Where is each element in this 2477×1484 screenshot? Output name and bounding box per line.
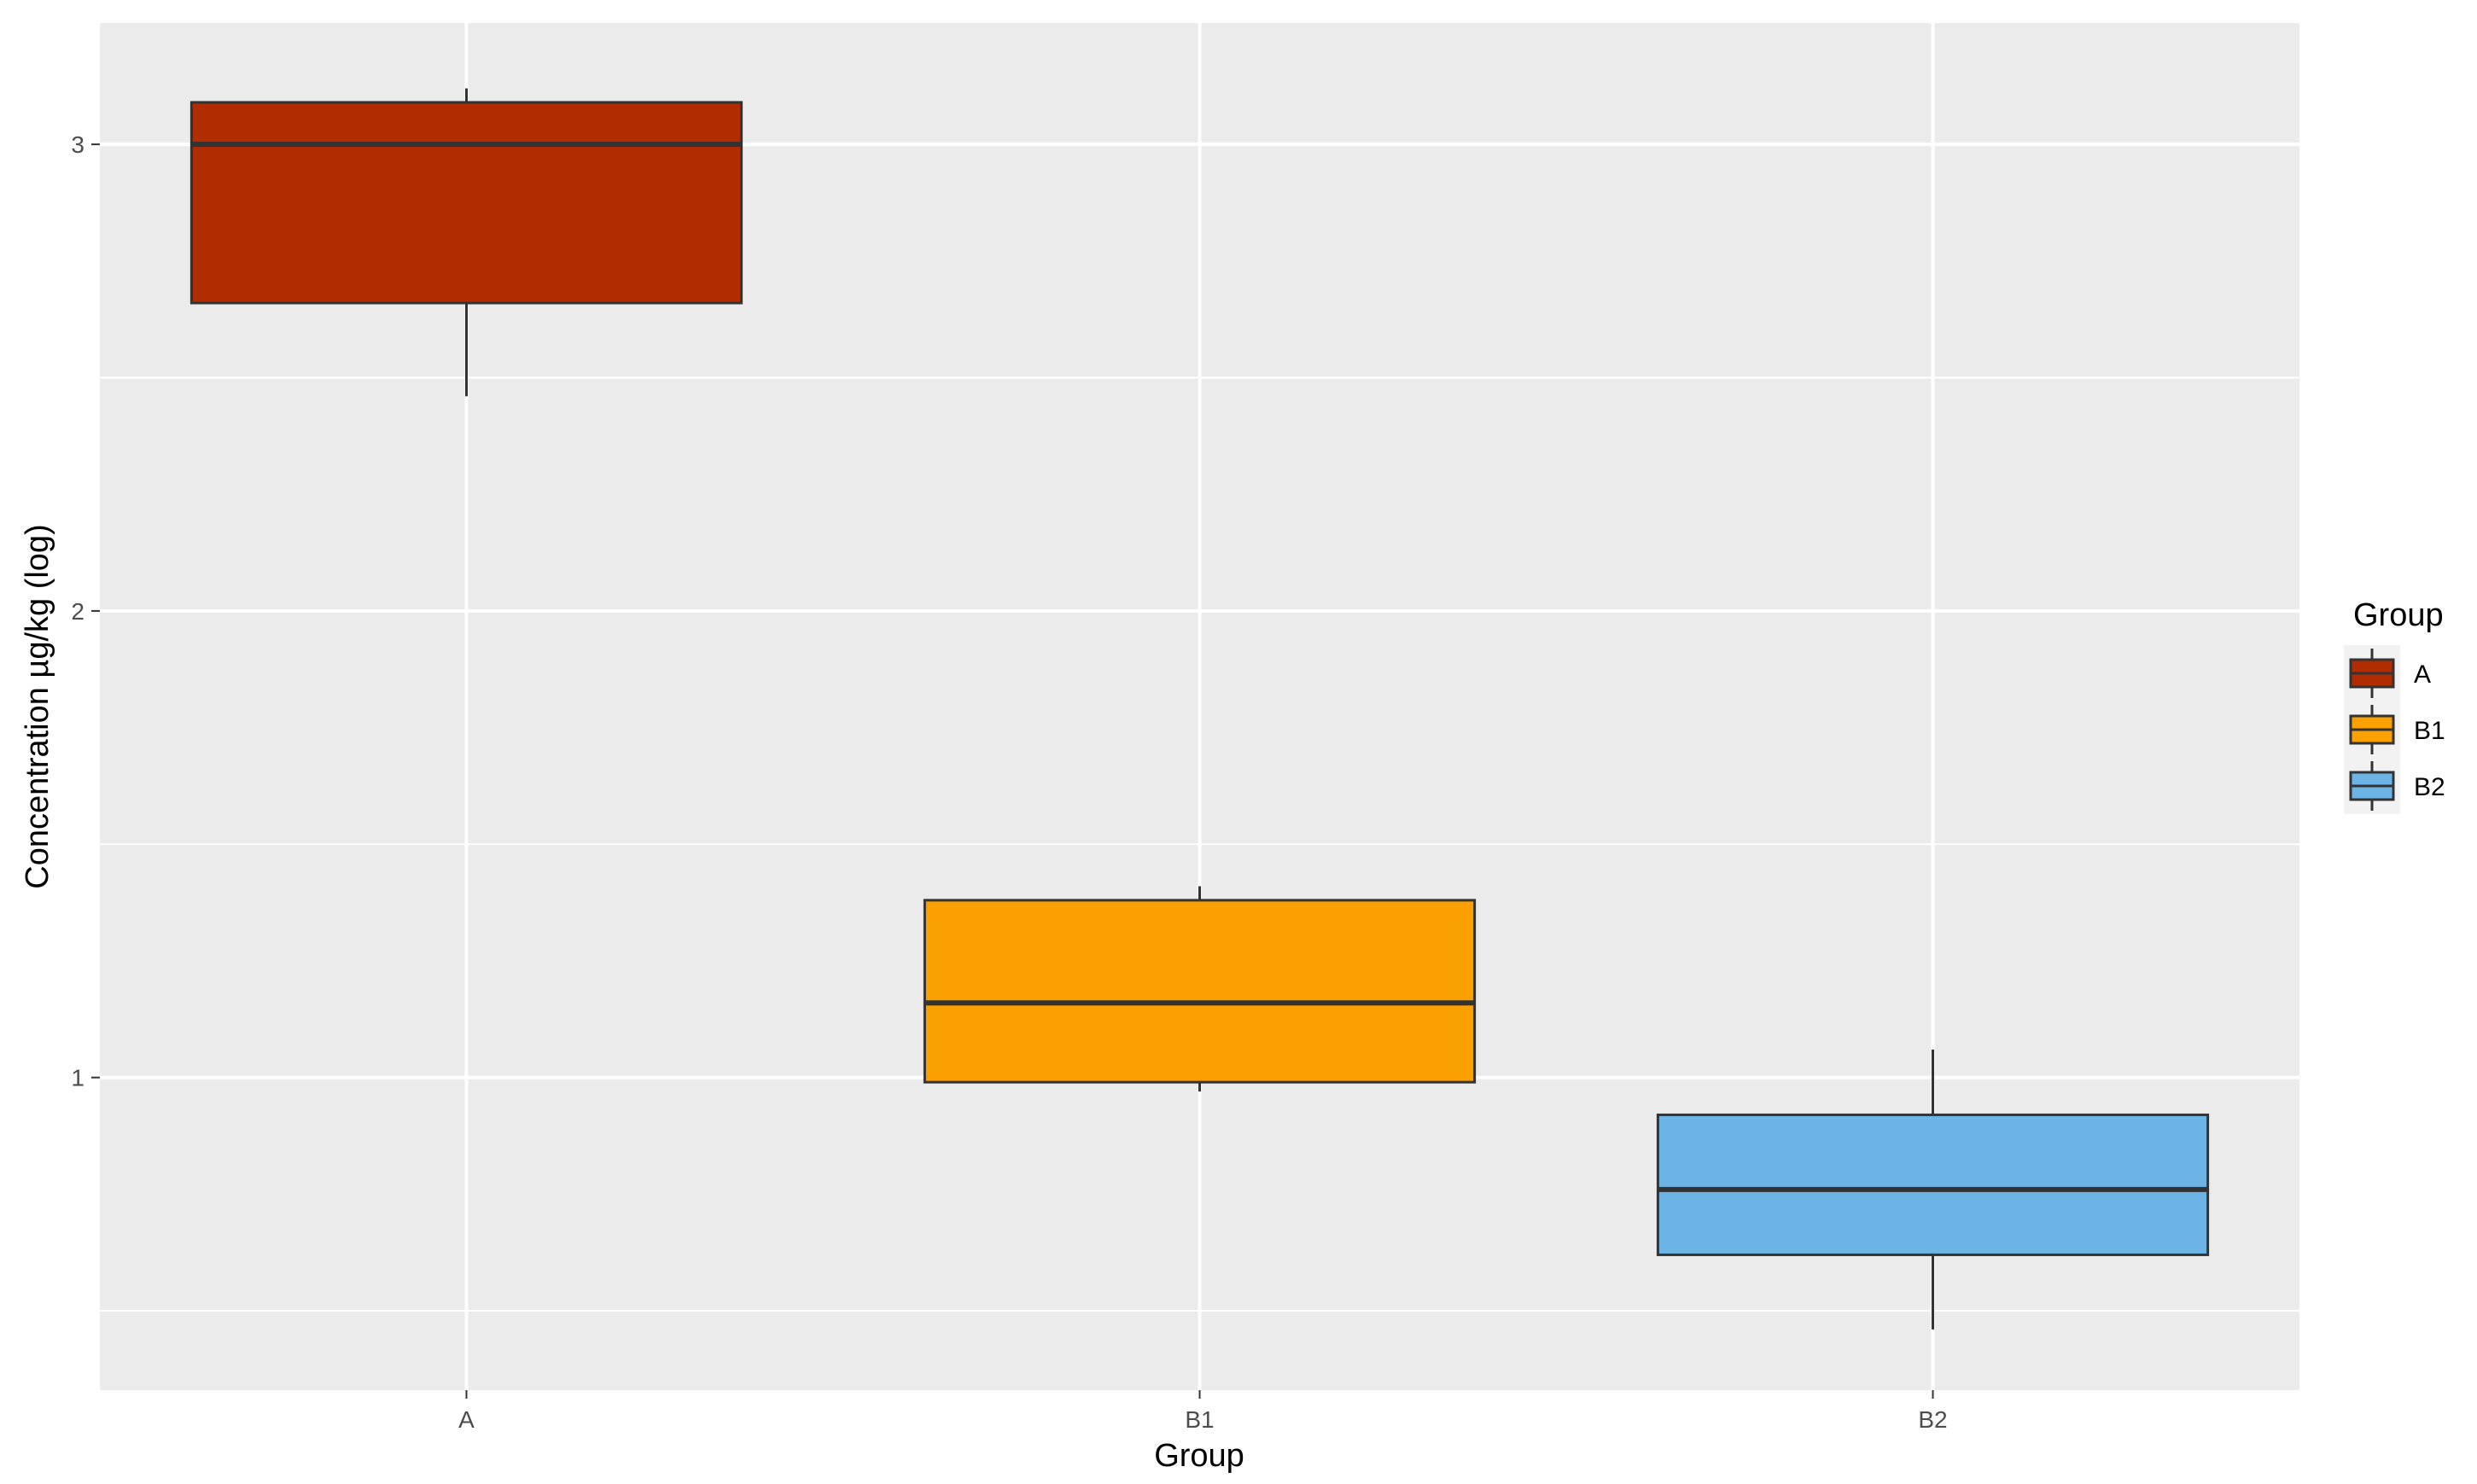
x-axis: A B1 B2 [458,1390,1948,1433]
box-body [189,101,743,305]
box-body [923,899,1477,1084]
legend-label: B2 [2414,773,2445,801]
legend-title: Group [2353,597,2444,633]
legend-item-b2: B2 [2344,758,2445,814]
x-axis-title: Group [1154,1438,1244,1474]
legend-item-a: A [2344,645,2431,701]
box-b1 [923,886,1477,1092]
box-b2 [1656,1049,2210,1330]
legend: Group A B1 B2 [2344,597,2445,814]
boxes-layer [189,88,2210,1330]
legend-item-b1: B1 [2344,701,2445,758]
y-tick-label: 1 [71,1065,85,1091]
y-tick-label: 2 [71,598,85,625]
x-tick-label: A [458,1406,475,1433]
x-tick-label: B2 [1918,1406,1947,1433]
box-a [189,88,743,397]
legend-label: A [2414,661,2431,689]
x-tick-label: B1 [1185,1406,1214,1433]
y-axis: 1 2 3 [71,131,100,1091]
y-tick-label: 3 [71,131,85,158]
box-body [1656,1113,2210,1256]
y-axis-title: Concentration µg/kg (log) [20,524,55,888]
legend-label: B1 [2414,717,2445,745]
